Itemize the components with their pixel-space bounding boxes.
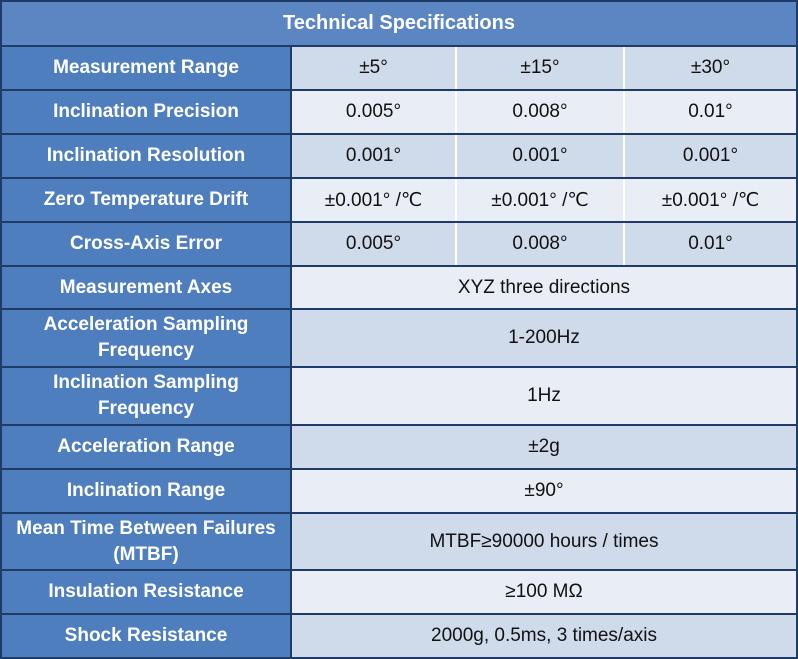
table-row-acceleration-range: Acceleration Range ±2g [2,426,796,468]
value-cell: 0.008° [457,223,625,265]
table-row-measurement-axes: Measurement Axes XYZ three directions [2,267,796,308]
row-label: Measurement Range [2,47,290,89]
value-cell: ±0.001° /℃ [457,179,625,221]
table-row-insulation-resistance: Insulation Resistance ≥100 MΩ [2,571,796,613]
row-label: Shock Resistance [2,615,290,657]
value-cell: ±0.001° /℃ [625,179,796,221]
value-cell: 0.001° [457,135,625,177]
table-title: Technical Specifications [2,2,796,45]
table-row-mtbf: Mean Time Between Failures (MTBF) MTBF≥9… [2,514,796,569]
row-label: Mean Time Between Failures (MTBF) [2,514,290,569]
value-cell: 0.008° [457,91,625,133]
row-label: Acceleration Range [2,426,290,468]
value-cell: ±2g [292,426,796,468]
row-label: Inclination Range [2,470,290,512]
table-row-inclination-sampling-frequency: Inclination Sampling Frequency 1Hz [2,368,796,424]
table-row-zero-temperature-drift: Zero Temperature Drift ±0.001° /℃ ±0.001… [2,179,796,221]
row-label: Inclination Sampling Frequency [2,368,290,424]
table-row-inclination-precision: Inclination Precision 0.005° 0.008° 0.01… [2,91,796,133]
table-row-inclination-resolution: Inclination Resolution 0.001° 0.001° 0.0… [2,135,796,177]
row-label: Measurement Axes [2,267,290,308]
value-cell: 0.001° [625,135,796,177]
value-cell: 0.01° [625,91,796,133]
row-label: Insulation Resistance [2,571,290,613]
row-values: ±0.001° /℃ ±0.001° /℃ ±0.001° /℃ [292,179,796,221]
value-cell: 0.005° [292,91,457,133]
value-cell: ±5° [292,47,457,89]
value-cell: MTBF≥90000 hours / times [292,514,796,569]
row-values: 0.001° 0.001° 0.001° [292,135,796,177]
value-cell: 0.001° [292,135,457,177]
row-label: Inclination Precision [2,91,290,133]
value-cell: 1Hz [292,368,796,424]
value-cell: ≥100 MΩ [292,571,796,613]
table-row-shock-resistance: Shock Resistance 2000g, 0.5ms, 3 times/a… [2,615,796,657]
value-cell: 1-200Hz [292,310,796,366]
row-label: Cross-Axis Error [2,223,290,265]
row-values: ±5° ±15° ±30° [292,47,796,89]
table-row-measurement-range: Measurement Range ±5° ±15° ±30° [2,47,796,89]
row-label: Inclination Resolution [2,135,290,177]
row-label: Zero Temperature Drift [2,179,290,221]
value-cell: ±30° [625,47,796,89]
value-cell: ±0.001° /℃ [292,179,457,221]
value-cell: 0.005° [292,223,457,265]
row-label: Acceleration Sampling Frequency [2,310,290,366]
value-cell: XYZ three directions [292,267,796,308]
value-cell: ±15° [457,47,625,89]
table-row-acceleration-sampling-frequency: Acceleration Sampling Frequency 1-200Hz [2,310,796,366]
value-cell: 2000g, 0.5ms, 3 times/axis [292,615,796,657]
table-row-inclination-range: Inclination Range ±90° [2,470,796,512]
table-row-cross-axis-error: Cross-Axis Error 0.005° 0.008° 0.01° [2,223,796,265]
value-cell: ±90° [292,470,796,512]
row-values: 0.005° 0.008° 0.01° [292,223,796,265]
row-values: 0.005° 0.008° 0.01° [292,91,796,133]
value-cell: 0.01° [625,223,796,265]
